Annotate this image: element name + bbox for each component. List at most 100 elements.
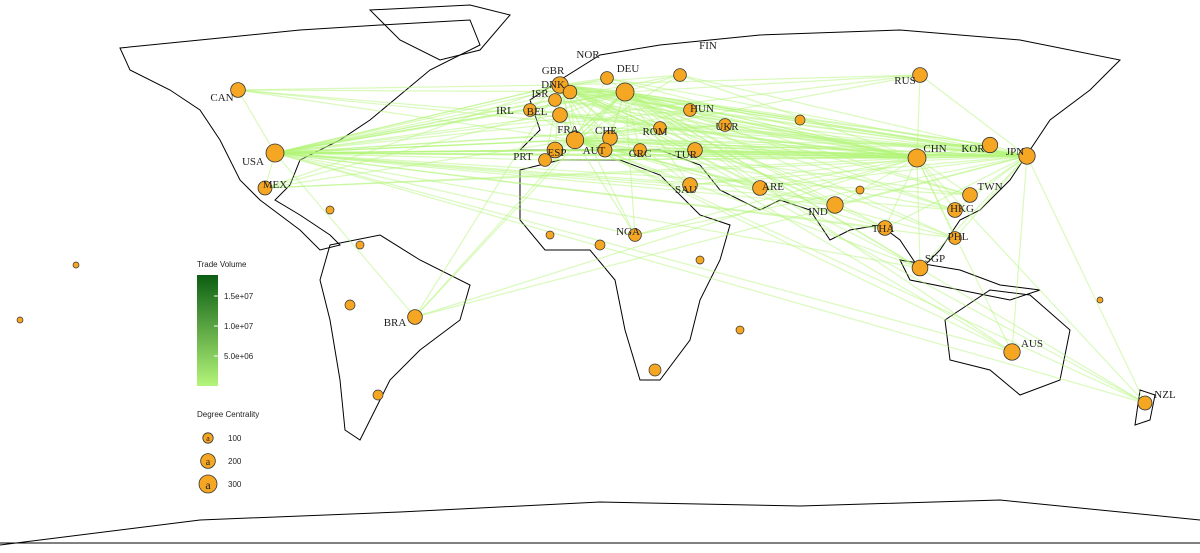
node [257, 180, 273, 196]
node-label: ROM [642, 126, 667, 138]
node [682, 177, 698, 193]
trade-link [624, 74, 921, 93]
node [962, 187, 978, 203]
trade-link [659, 127, 1028, 157]
node-label: PRT [513, 151, 533, 163]
trade-link [274, 91, 626, 154]
node-label: GRC [629, 148, 652, 160]
trade-link [274, 91, 571, 154]
node [912, 67, 928, 83]
trade-link [274, 152, 971, 196]
node-label: IND [808, 206, 828, 218]
node [562, 84, 578, 100]
node [653, 121, 667, 135]
trade-link [634, 155, 1028, 236]
trade-link [274, 152, 1146, 404]
node-label: DEU [617, 63, 640, 75]
tick-label: 1.0e+07 [224, 322, 254, 331]
trade-link [624, 91, 636, 236]
trade-link [559, 84, 956, 211]
trade-link [606, 77, 918, 159]
trade-link [559, 84, 956, 239]
node [633, 143, 647, 157]
trade-link [274, 152, 636, 236]
trade-link [954, 155, 1028, 239]
legend-key [198, 474, 218, 494]
trade-link [559, 84, 1146, 404]
node-label: ARE [762, 181, 784, 193]
node [548, 93, 562, 107]
node [981, 136, 999, 154]
node [947, 202, 963, 218]
node-label: TUR [675, 149, 698, 161]
node [615, 82, 635, 102]
trade-link [559, 84, 636, 236]
trade-link [724, 124, 1028, 157]
trade-link [274, 99, 556, 154]
node-label: DNK [541, 79, 565, 91]
node-label: CHN [923, 143, 946, 155]
node [546, 141, 564, 159]
node-label: NZL [1154, 389, 1176, 401]
node [683, 103, 697, 117]
trade-link [559, 84, 576, 141]
trade-link [274, 152, 761, 189]
node-label: MEX [263, 179, 288, 191]
trade-link [574, 124, 726, 141]
node-label: RUS [894, 75, 915, 87]
node-label: USA [242, 156, 264, 168]
node [552, 107, 568, 123]
node-label: CAN [210, 92, 233, 104]
node [687, 142, 703, 158]
node-label: NOR [576, 49, 600, 61]
node-label: IRL [496, 105, 514, 117]
node [1018, 147, 1036, 165]
node [673, 68, 687, 82]
trade-link [414, 91, 626, 318]
node [718, 118, 732, 132]
node-label: FIN [699, 40, 717, 52]
trade-link [559, 74, 681, 86]
trade-link [919, 155, 1028, 269]
node [911, 259, 929, 277]
node-label: ISR [531, 88, 549, 100]
trade-link [559, 84, 726, 126]
trade-link [624, 91, 956, 239]
legend-title: Degree Centrality [197, 410, 259, 419]
node [628, 228, 642, 242]
trade-link [264, 91, 626, 189]
trade-link [274, 152, 836, 206]
node-label: CHE [595, 125, 617, 137]
color-bar [197, 275, 218, 386]
node-label: KOR [961, 143, 985, 155]
trade-link [574, 139, 991, 146]
trade-link [1026, 155, 1146, 404]
trade-link [834, 155, 1028, 206]
node [600, 71, 614, 85]
node [538, 153, 552, 167]
node-label: TWN [977, 181, 1002, 193]
trade-link [574, 139, 696, 151]
tick-label: 300 [228, 480, 242, 489]
trade-link [884, 155, 1028, 229]
legend-key [202, 432, 214, 444]
trade-link [554, 99, 1028, 157]
node-label: JPN [1006, 146, 1024, 158]
trade-link [624, 74, 681, 93]
trade-link [274, 152, 546, 161]
trade-link [274, 152, 416, 318]
trade-link [624, 91, 918, 159]
node [1003, 343, 1021, 361]
trade-link [274, 139, 576, 154]
trade-link [689, 109, 1028, 157]
other-nodes [16, 114, 1104, 401]
tick-label: 5.0e+06 [224, 352, 254, 361]
node-label: UKR [715, 121, 739, 133]
trade-link [559, 84, 971, 196]
trade-link [916, 157, 921, 269]
trade-link [274, 152, 1013, 353]
node-label: BRA [384, 317, 407, 329]
node-label: HKG [950, 203, 974, 215]
